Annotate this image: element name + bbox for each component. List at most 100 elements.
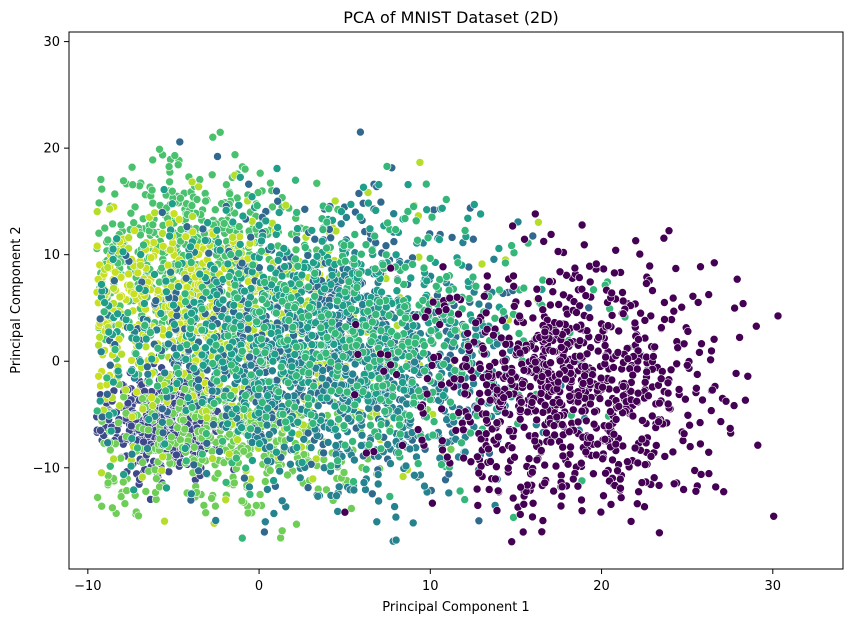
- scatter-point: [105, 204, 114, 214]
- scatter-point: [606, 407, 615, 416]
- scatter-point: [290, 402, 300, 412]
- scatter-point: [307, 226, 317, 235]
- scatter-point: [558, 451, 568, 461]
- scatter-point: [439, 341, 449, 351]
- scatter-point: [464, 262, 474, 272]
- scatter-point: [409, 202, 418, 211]
- scatter-point: [340, 287, 350, 297]
- scatter-point: [312, 251, 322, 261]
- scatter-point: [408, 518, 418, 528]
- scatter-point: [169, 300, 178, 310]
- scatter-point: [136, 260, 145, 270]
- scatter-point: [528, 313, 538, 323]
- scatter-point: [472, 484, 482, 494]
- scatter-point: [508, 221, 517, 231]
- scatter-point: [303, 393, 313, 403]
- scatter-point: [373, 470, 383, 479]
- scatter-point: [245, 482, 254, 492]
- scatter-point: [331, 441, 341, 450]
- scatter-point: [158, 229, 167, 238]
- scatter-point: [136, 250, 145, 259]
- scatter-point: [400, 214, 410, 223]
- scatter-point: [96, 347, 106, 357]
- scatter-point: [275, 466, 285, 476]
- scatter-point: [104, 327, 114, 337]
- scatter-point: [450, 325, 460, 335]
- scatter-point: [292, 371, 301, 381]
- scatter-point: [226, 250, 235, 259]
- scatter-point: [212, 376, 222, 386]
- scatter-point: [408, 260, 417, 269]
- scatter-point: [549, 486, 558, 496]
- scatter-point: [150, 270, 159, 279]
- scatter-point: [410, 470, 419, 480]
- scatter-point: [385, 426, 395, 436]
- scatter-point: [245, 490, 255, 499]
- scatter-point: [229, 324, 238, 333]
- scatter-point: [420, 366, 429, 376]
- scatter-point: [404, 352, 414, 361]
- scatter-point: [243, 508, 253, 518]
- scatter-point: [589, 285, 598, 295]
- scatter-point: [166, 267, 175, 277]
- scatter-point: [153, 381, 162, 391]
- scatter-point: [132, 334, 141, 344]
- scatter-point: [295, 473, 305, 483]
- scatter-point: [421, 179, 431, 189]
- scatter-point: [538, 305, 548, 315]
- scatter-point: [415, 158, 425, 167]
- scatter-point: [246, 232, 255, 242]
- scatter-point: [187, 177, 197, 187]
- scatter-point: [122, 486, 131, 495]
- scatter-point: [263, 391, 272, 400]
- scatter-point: [375, 297, 385, 307]
- scatter-point: [393, 347, 403, 357]
- scatter-point: [367, 246, 377, 255]
- scatter-point: [96, 175, 106, 184]
- scatter-point: [277, 526, 287, 536]
- scatter-point: [223, 259, 233, 269]
- scatter-point: [538, 408, 548, 417]
- scatter-point: [292, 342, 301, 352]
- scatter-point: [283, 392, 293, 401]
- scatter-point: [362, 448, 371, 458]
- scatter-point: [286, 459, 295, 469]
- scatter-point: [376, 197, 386, 207]
- scatter-point: [731, 369, 741, 378]
- scatter-point: [292, 443, 302, 452]
- scatter-point: [257, 236, 266, 246]
- scatter-point: [323, 438, 333, 447]
- scatter-point: [695, 348, 704, 357]
- scatter-point: [260, 527, 269, 537]
- scatter-point: [245, 352, 254, 362]
- scatter-point: [153, 343, 163, 353]
- scatter-point: [374, 374, 384, 383]
- scatter-point: [386, 339, 396, 348]
- scatter-point: [361, 464, 371, 474]
- scatter-point: [389, 237, 399, 246]
- scatter-point: [692, 383, 701, 393]
- scatter-point: [94, 371, 103, 381]
- scatter-point: [321, 348, 331, 358]
- scatter-point: [272, 164, 282, 173]
- scatter-point: [248, 456, 257, 465]
- scatter-point: [133, 268, 143, 278]
- data-points: [92, 127, 783, 547]
- scatter-point: [495, 285, 504, 295]
- scatter-point: [402, 362, 411, 371]
- scatter-point: [349, 485, 359, 495]
- scatter-point: [303, 323, 312, 332]
- scatter-point: [237, 423, 246, 432]
- scatter-point: [361, 240, 371, 249]
- scatter-point: [425, 254, 435, 263]
- scatter-point: [176, 193, 185, 203]
- scatter-point: [263, 485, 272, 494]
- scatter-point: [139, 240, 148, 250]
- scatter-point: [224, 449, 234, 459]
- scatter-point: [215, 447, 224, 456]
- scatter-point: [626, 517, 636, 526]
- scatter-point: [338, 403, 348, 413]
- scatter-point: [343, 414, 353, 423]
- scatter-point: [118, 247, 128, 257]
- scatter-point: [103, 263, 113, 272]
